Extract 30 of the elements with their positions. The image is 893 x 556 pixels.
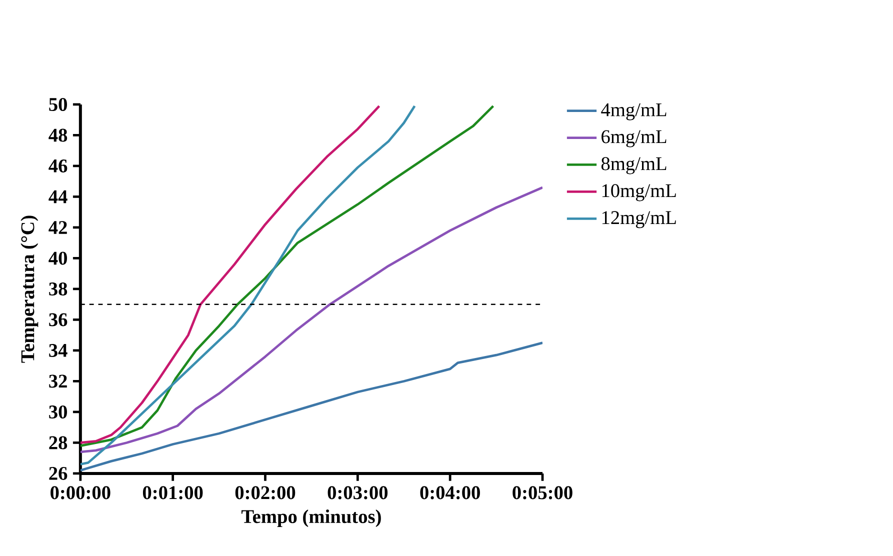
y-tick-label: 42 [48, 221, 67, 234]
y-tick-label: 36 [49, 313, 68, 326]
y-tick-label: 38 [49, 282, 68, 296]
y-tick-label: 48 [48, 128, 68, 142]
line-series [80, 104, 380, 444]
legend-label: 12mg/mL [602, 211, 676, 228]
y-tick-label: 30 [49, 405, 67, 418]
y-tick-label: 46 [48, 159, 68, 172]
x-axis-title: Tempo (minutos) [241, 510, 381, 528]
y-axis-title: Temperatura (°C) [20, 216, 38, 363]
y-tick-label: 26 [49, 466, 68, 480]
y-tick-label: 40 [48, 252, 67, 265]
legend-label: 6mg/mL [602, 130, 666, 148]
legend-label: 8mg/mL [601, 157, 666, 174]
line-series [80, 342, 543, 472]
legend-label: 10mg/mL [602, 184, 676, 202]
y-tick-label: 50 [49, 98, 67, 112]
x-tick-label: 0:00:00 [50, 486, 110, 500]
y-tick-label: 28 [49, 436, 68, 450]
line-series [80, 186, 543, 454]
x-tick-label: 0:05:00 [512, 486, 572, 500]
y-tick-label: 32 [49, 374, 67, 388]
x-tick-label: 0:03:00 [328, 486, 388, 500]
legend-label: 4mg/mL [601, 103, 666, 120]
x-tick-label: 0:04:00 [420, 486, 480, 500]
y-tick-label: 34 [49, 344, 68, 357]
y-tick-label: 44 [48, 190, 68, 204]
x-tick-label: 0:01:00 [142, 486, 203, 500]
line-series [80, 104, 494, 447]
x-tick-label: 0:02:00 [235, 486, 296, 500]
